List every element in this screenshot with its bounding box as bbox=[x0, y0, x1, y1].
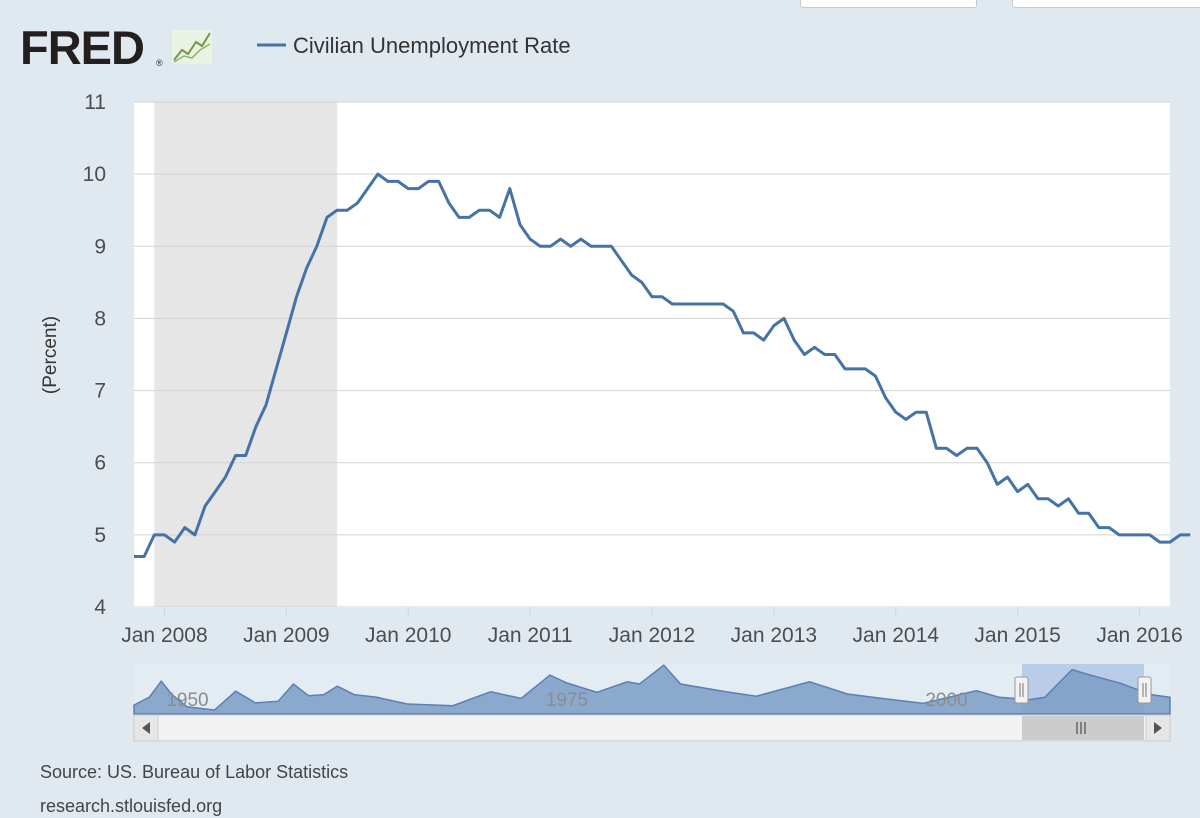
date-range-input-end[interactable] bbox=[1012, 0, 1200, 8]
navigator-labels: 1950 1975 2000 bbox=[166, 690, 967, 711]
y-tick-label: 9 bbox=[94, 235, 106, 258]
navigator-year-label: 1975 bbox=[546, 690, 588, 711]
scrollbar[interactable] bbox=[133, 714, 1171, 742]
legend-label: Civilian Unemployment Rate bbox=[293, 33, 571, 58]
x-tick-label: Jan 2015 bbox=[974, 624, 1060, 647]
top-controls bbox=[0, 0, 1200, 10]
y-axis-title: (Percent) bbox=[40, 316, 61, 394]
y-axis-labels: 4 5 6 7 8 9 10 11 bbox=[83, 91, 107, 619]
handle-icon[interactable] bbox=[1137, 676, 1152, 704]
trend-chart-icon bbox=[172, 30, 212, 64]
recession-band bbox=[154, 102, 338, 607]
registered-mark: ® bbox=[156, 58, 163, 68]
y-tick-label: 11 bbox=[84, 91, 106, 114]
series-line[interactable] bbox=[134, 172, 1191, 558]
navigator[interactable]: 1950 1975 2000 bbox=[133, 664, 1171, 715]
x-tick-label: Jan 2014 bbox=[853, 624, 940, 647]
date-range-input[interactable] bbox=[800, 0, 977, 8]
fred-logo[interactable]: FRED ® bbox=[20, 21, 212, 74]
handle-icon[interactable] bbox=[1014, 676, 1029, 704]
x-axis-labels: Jan 2008 Jan 2009 Jan 2010 Jan 2011 Jan 2012… bbox=[121, 624, 1182, 647]
x-tick-label: Jan 2011 bbox=[488, 624, 573, 647]
y-tick-label: 7 bbox=[94, 380, 106, 403]
site-link[interactable]: research.stlouisfed.org bbox=[40, 796, 222, 816]
right-arrow-icon[interactable] bbox=[1145, 714, 1171, 742]
scrollbar-thumb[interactable] bbox=[1022, 716, 1144, 740]
x-axis-ticks bbox=[163, 607, 1141, 617]
gridlines bbox=[134, 101, 1170, 608]
x-tick-label: Jan 2013 bbox=[731, 624, 817, 647]
navigator-year-label: 2000 bbox=[925, 690, 967, 711]
scrollbar-track[interactable] bbox=[133, 714, 1171, 742]
y-tick-label: 6 bbox=[94, 452, 106, 475]
navigator-year-label: 1950 bbox=[166, 690, 208, 711]
y-tick-label: 4 bbox=[94, 596, 106, 619]
x-tick-label: Jan 2016 bbox=[1096, 624, 1182, 647]
y-tick-label: 5 bbox=[94, 524, 106, 547]
grip-icon bbox=[1076, 722, 1086, 734]
logo-text: FRED bbox=[20, 21, 144, 74]
x-tick-label: Jan 2012 bbox=[609, 624, 695, 647]
navigator-series-area bbox=[133, 664, 1171, 715]
x-tick-label: Jan 2009 bbox=[243, 624, 329, 647]
x-tick-label: Jan 2008 bbox=[121, 624, 207, 647]
x-tick-label: Jan 2010 bbox=[365, 624, 451, 647]
y-tick-label: 8 bbox=[94, 307, 106, 330]
left-arrow-icon[interactable] bbox=[133, 714, 159, 742]
y-tick-label: 10 bbox=[83, 163, 106, 186]
legend-item[interactable]: Civilian Unemployment Rate bbox=[257, 33, 571, 58]
source-credit: Source: US. Bureau of Labor Statistics bbox=[40, 762, 348, 782]
